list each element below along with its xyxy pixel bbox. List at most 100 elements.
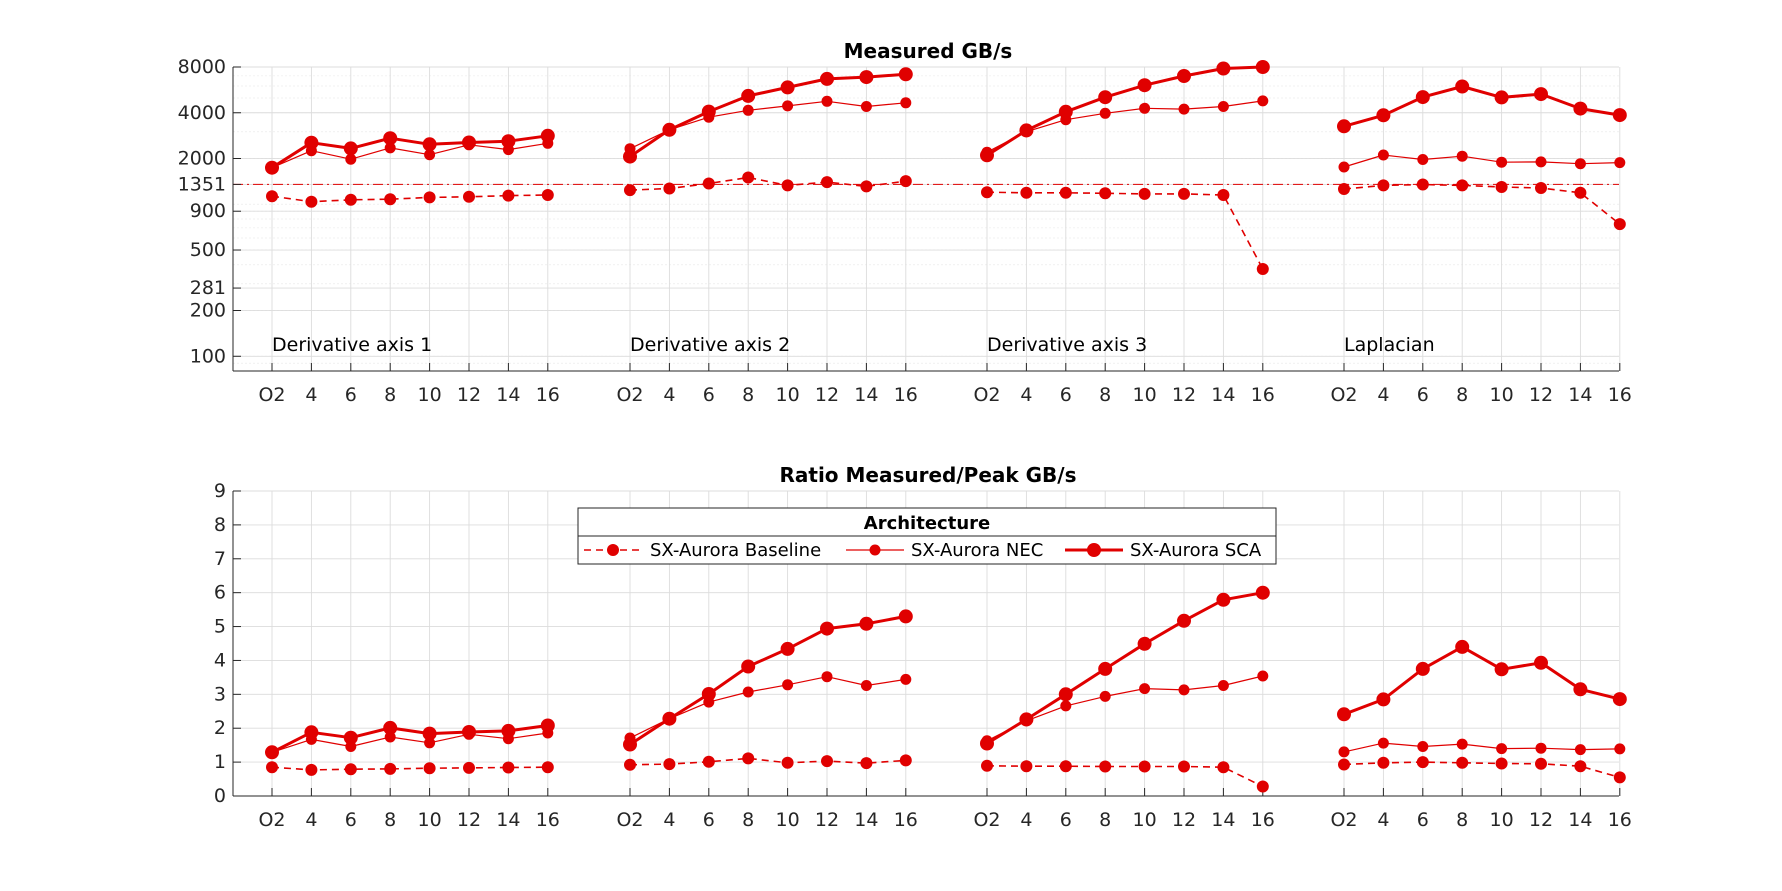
x-tick-label: 6	[703, 809, 715, 831]
data-point-baseline	[502, 189, 515, 202]
x-tick-label: 14	[1211, 809, 1235, 831]
data-point-baseline	[1217, 189, 1230, 201]
x-tick-label: 8	[1456, 809, 1468, 831]
data-point-nec	[1496, 743, 1508, 755]
data-point-sca	[1455, 639, 1470, 654]
data-point-baseline	[821, 176, 833, 189]
data-point-nec	[384, 142, 396, 154]
y-tick-label: 500	[190, 239, 226, 261]
data-point-nec	[1456, 738, 1468, 750]
x-tick-label: 16	[894, 809, 918, 831]
data-point-sca	[265, 160, 279, 175]
x-tick-label: 6	[703, 384, 715, 406]
x-tick-label: 14	[854, 384, 878, 406]
data-point-sca	[383, 720, 398, 735]
legend-marker-sca	[1087, 543, 1101, 557]
data-point-sca	[662, 122, 677, 137]
data-point-sca	[1177, 69, 1191, 83]
top-chart-title: Measured GB/s	[844, 39, 1013, 63]
data-point-baseline	[1338, 183, 1350, 195]
data-point-sca	[1255, 585, 1270, 600]
x-tick-label: 16	[894, 384, 918, 406]
x-tick-label: 12	[457, 809, 481, 831]
data-point-nec	[1257, 670, 1269, 682]
series-line-baseline	[986, 191, 1264, 270]
data-point-baseline	[1020, 760, 1033, 773]
data-point-sca	[1573, 101, 1588, 116]
x-tick-label: 10	[776, 809, 800, 831]
x-tick-label: 14	[1211, 384, 1235, 406]
x-tick-label: 14	[1568, 384, 1592, 406]
data-point-baseline	[1613, 771, 1626, 784]
data-point-baseline	[541, 189, 554, 201]
panel-label-derivative-axis-2: Derivative axis 2	[630, 334, 790, 356]
y-tick-label: 100	[190, 345, 226, 367]
data-point-sca	[741, 88, 756, 103]
data-point-sca	[1376, 108, 1391, 123]
data-point-sca	[623, 149, 637, 164]
x-tick-label: 12	[1172, 384, 1196, 406]
data-point-baseline	[1059, 186, 1072, 199]
x-tick-label: 6	[1417, 809, 1429, 831]
data-point-baseline	[541, 761, 554, 774]
data-point-sca	[1455, 79, 1470, 94]
data-point-sca	[859, 70, 874, 85]
data-point-baseline	[742, 752, 755, 765]
y-tick-label: 200	[190, 300, 226, 322]
data-point-sca	[1337, 707, 1351, 722]
data-point-baseline	[1099, 187, 1112, 200]
x-tick-label: 10	[418, 384, 442, 406]
x-tick-label: 6	[345, 809, 357, 831]
x-tick-label: 16	[1251, 809, 1275, 831]
data-point-nec	[782, 679, 794, 691]
x-tick-label: 4	[663, 384, 675, 406]
x-tick-label: O2	[616, 384, 643, 406]
x-tick-label: 8	[384, 809, 396, 831]
data-point-nec	[1338, 746, 1350, 758]
x-tick-label: 16	[536, 809, 560, 831]
data-point-sca	[980, 148, 994, 163]
data-point-baseline	[1256, 263, 1269, 275]
data-point-baseline	[266, 761, 278, 774]
data-point-nec	[821, 671, 833, 683]
data-point-nec	[821, 95, 833, 107]
series-line-baseline	[629, 176, 906, 191]
data-point-baseline	[663, 758, 676, 771]
y-tick-label: 1351	[178, 173, 226, 195]
data-point-sca	[343, 730, 358, 745]
data-point-nec	[1217, 680, 1229, 691]
x-tick-label: 12	[815, 384, 839, 406]
data-point-baseline	[1338, 758, 1350, 771]
data-point-sca	[1534, 87, 1548, 102]
data-point-nec	[1535, 156, 1547, 168]
data-point-sca	[1255, 60, 1270, 74]
data-point-baseline	[305, 195, 318, 208]
data-point-nec	[1338, 161, 1350, 173]
series-line-nec	[1343, 742, 1620, 753]
data-point-baseline	[1377, 179, 1390, 192]
y-tick-label: 4	[214, 649, 226, 671]
data-point-nec	[1535, 742, 1547, 754]
x-tick-label: 10	[1133, 384, 1157, 406]
x-tick-label: 4	[663, 809, 675, 831]
x-tick-label: 8	[1099, 809, 1111, 831]
series-line-nec	[271, 732, 548, 753]
data-point-baseline	[702, 177, 715, 190]
data-point-sca	[1098, 90, 1113, 105]
data-point-nec	[1099, 690, 1111, 702]
x-tick-label: 12	[1529, 809, 1553, 831]
data-point-sca	[1612, 108, 1627, 123]
data-point-baseline	[1138, 187, 1151, 200]
data-point-sca	[1216, 61, 1231, 76]
data-point-sca	[898, 67, 913, 82]
series-line-sca	[986, 591, 1264, 745]
data-point-sca	[383, 131, 398, 146]
data-point-nec	[1377, 149, 1389, 161]
y-tick-label: 4000	[178, 102, 226, 124]
x-tick-label: 14	[854, 809, 878, 831]
data-point-sca	[1494, 662, 1509, 677]
data-point-nec	[860, 101, 872, 112]
